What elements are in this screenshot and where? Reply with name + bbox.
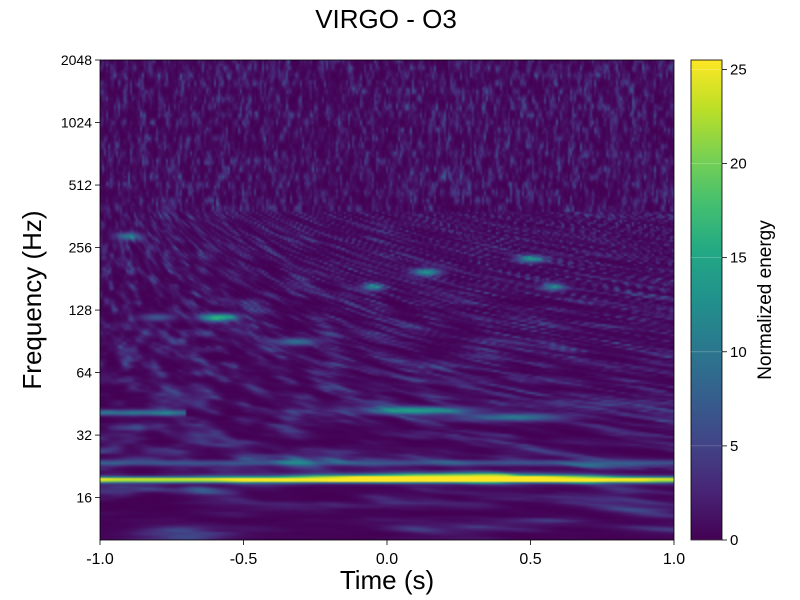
y-tick-label: 2048	[61, 52, 92, 68]
x-tick-label: -0.5	[230, 551, 258, 568]
colorbar-gradient	[691, 60, 722, 540]
colorbar-ticks: 0 5 10 15 20 25	[691, 61, 747, 549]
x-tick-label: 0.0	[376, 551, 398, 568]
colorbar-label: Normalized energy	[755, 220, 776, 380]
x-axis-ticks: -1.0 -0.5 0.0 0.5 1.0	[86, 540, 685, 568]
plot-area	[99, 59, 675, 541]
x-tick-label: 1.0	[663, 551, 685, 568]
x-tick-label: -1.0	[86, 551, 114, 568]
y-tick-label: 64	[76, 365, 92, 381]
colorbar: 0 5 10 15 20 25 Normalized energy	[690, 59, 776, 549]
chart-title: VIRGO - O3	[315, 4, 457, 34]
y-axis-ticks: 16 32 64 128 256 512 1024 2048	[61, 52, 100, 506]
y-tick-label: 512	[69, 177, 93, 193]
y-tick-label: 128	[69, 302, 93, 318]
colorbar-tick-label: 0	[730, 532, 738, 549]
colorbar-tick-label: 15	[730, 250, 747, 267]
colorbar-tick-label: 20	[730, 156, 747, 173]
y-axis-label: Frequency (Hz)	[17, 210, 47, 389]
colorbar-frame	[690, 59, 723, 541]
x-axis-label: Time (s)	[340, 565, 434, 595]
y-tick-label: 16	[76, 490, 92, 506]
colorbar-tick-label: 25	[730, 61, 747, 78]
y-tick-label: 256	[69, 240, 93, 256]
y-tick-label: 1024	[61, 115, 92, 131]
colorbar-tick-label: 10	[730, 344, 747, 361]
colorbar-tick-label: 5	[730, 438, 738, 455]
spectrogram-heatmap	[100, 60, 674, 540]
x-tick-label: 0.5	[519, 551, 541, 568]
y-tick-label: 32	[76, 427, 92, 443]
